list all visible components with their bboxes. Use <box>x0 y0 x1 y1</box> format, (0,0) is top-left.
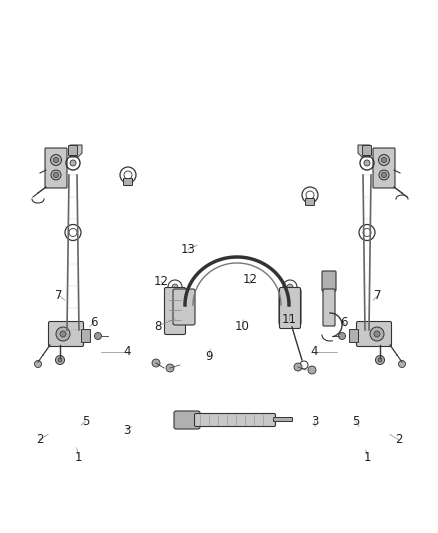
Circle shape <box>152 359 160 367</box>
Text: 6: 6 <box>339 316 347 329</box>
Circle shape <box>339 333 346 340</box>
Circle shape <box>56 327 70 341</box>
FancyBboxPatch shape <box>174 411 200 429</box>
FancyBboxPatch shape <box>279 289 301 325</box>
FancyBboxPatch shape <box>357 321 392 346</box>
Circle shape <box>172 284 178 290</box>
Circle shape <box>399 360 406 367</box>
Polygon shape <box>70 145 82 157</box>
Text: 9: 9 <box>205 350 213 362</box>
FancyBboxPatch shape <box>273 417 293 422</box>
Circle shape <box>166 364 174 372</box>
Circle shape <box>294 363 302 371</box>
FancyBboxPatch shape <box>173 289 195 325</box>
Text: 12: 12 <box>243 273 258 286</box>
Text: 7: 7 <box>374 289 381 302</box>
Circle shape <box>95 333 102 340</box>
FancyBboxPatch shape <box>124 179 133 185</box>
Text: 3: 3 <box>124 424 131 437</box>
Text: 11: 11 <box>282 313 297 326</box>
Circle shape <box>379 170 389 180</box>
Circle shape <box>308 366 316 374</box>
FancyBboxPatch shape <box>363 146 371 156</box>
FancyBboxPatch shape <box>279 287 300 328</box>
FancyBboxPatch shape <box>49 321 84 346</box>
Text: 2: 2 <box>395 433 403 446</box>
FancyBboxPatch shape <box>323 289 335 326</box>
FancyBboxPatch shape <box>322 271 336 291</box>
Circle shape <box>370 327 384 341</box>
Text: 2: 2 <box>35 433 43 446</box>
Circle shape <box>53 157 59 163</box>
FancyBboxPatch shape <box>165 287 186 335</box>
Text: 8: 8 <box>154 320 161 333</box>
Circle shape <box>381 157 386 163</box>
Circle shape <box>381 173 386 177</box>
FancyBboxPatch shape <box>373 148 395 188</box>
Text: 1: 1 <box>364 451 372 464</box>
FancyBboxPatch shape <box>68 146 78 156</box>
Circle shape <box>378 155 389 166</box>
Text: 12: 12 <box>154 275 169 288</box>
Circle shape <box>56 356 64 365</box>
Circle shape <box>374 331 380 337</box>
Text: 13: 13 <box>181 243 196 256</box>
Circle shape <box>53 173 59 177</box>
FancyBboxPatch shape <box>45 148 67 188</box>
Text: 7: 7 <box>55 289 63 302</box>
Circle shape <box>60 331 66 337</box>
Text: 1: 1 <box>75 451 83 464</box>
Text: 10: 10 <box>235 320 250 333</box>
Polygon shape <box>358 145 370 157</box>
Circle shape <box>70 160 76 166</box>
Text: 4: 4 <box>123 345 131 358</box>
FancyBboxPatch shape <box>305 198 314 206</box>
Text: 3: 3 <box>311 415 318 427</box>
Text: 4: 4 <box>311 345 318 358</box>
Text: 5: 5 <box>352 415 359 427</box>
Circle shape <box>58 358 62 362</box>
Circle shape <box>378 358 382 362</box>
Circle shape <box>50 155 61 166</box>
FancyBboxPatch shape <box>194 414 276 426</box>
Circle shape <box>364 160 370 166</box>
FancyBboxPatch shape <box>81 329 91 343</box>
Circle shape <box>51 170 61 180</box>
Text: 6: 6 <box>90 316 98 329</box>
Circle shape <box>287 284 293 290</box>
Circle shape <box>35 360 42 367</box>
Text: 5: 5 <box>82 415 89 427</box>
Circle shape <box>375 356 385 365</box>
FancyBboxPatch shape <box>350 329 358 343</box>
